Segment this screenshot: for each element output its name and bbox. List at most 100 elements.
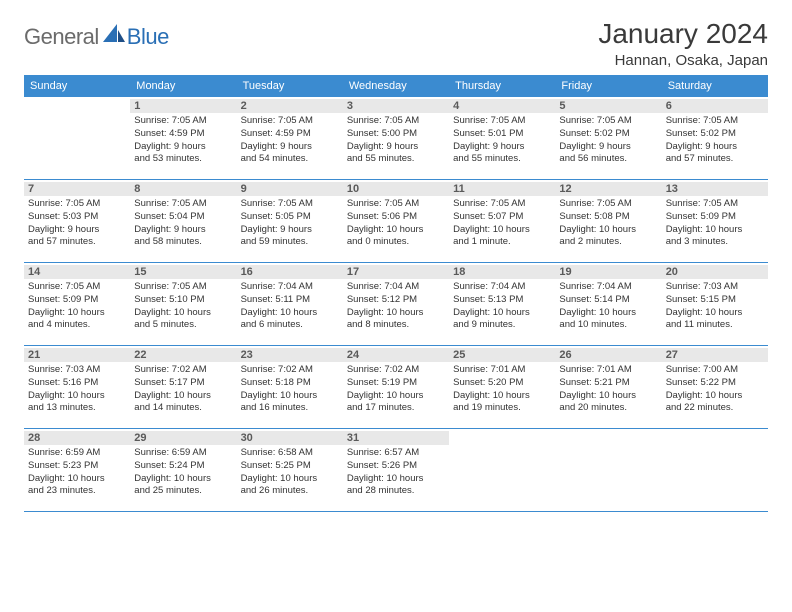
day-number: 11 (449, 182, 555, 196)
daylight2-text: and 23 minutes. (28, 485, 126, 498)
daylight1-text: Daylight: 10 hours (241, 473, 339, 486)
sunrise-text: Sunrise: 7:01 AM (559, 364, 657, 377)
day-details: Sunrise: 7:03 AMSunset: 5:16 PMDaylight:… (28, 364, 126, 415)
sunset-text: Sunset: 5:15 PM (666, 294, 764, 307)
day-details: Sunrise: 7:05 AMSunset: 4:59 PMDaylight:… (134, 115, 232, 166)
day-details: Sunrise: 7:05 AMSunset: 5:05 PMDaylight:… (241, 198, 339, 249)
day-number: 17 (343, 265, 449, 279)
day-number: 30 (237, 431, 343, 445)
daylight2-text: and 54 minutes. (241, 153, 339, 166)
sunrise-text: Sunrise: 6:58 AM (241, 447, 339, 460)
day-details: Sunrise: 7:02 AMSunset: 5:18 PMDaylight:… (241, 364, 339, 415)
daylight2-text: and 59 minutes. (241, 236, 339, 249)
daylight2-text: and 22 minutes. (666, 402, 764, 415)
sunset-text: Sunset: 5:08 PM (559, 211, 657, 224)
day-details: Sunrise: 7:05 AMSunset: 5:09 PMDaylight:… (666, 198, 764, 249)
sunset-text: Sunset: 5:12 PM (347, 294, 445, 307)
day-details: Sunrise: 7:05 AMSunset: 5:02 PMDaylight:… (666, 115, 764, 166)
day-cell: 17 Sunrise: 7:04 AMSunset: 5:12 PMDayligh… (343, 263, 449, 345)
day-cell: 3Sunrise: 7:05 AMSunset: 5:00 PMDaylight… (343, 97, 449, 179)
day-cell: 6Sunrise: 7:05 AMSunset: 5:02 PMDaylight… (662, 97, 768, 179)
daylight1-text: Daylight: 9 hours (134, 141, 232, 154)
sunset-text: Sunset: 5:20 PM (453, 377, 551, 390)
sunset-text: Sunset: 5:06 PM (347, 211, 445, 224)
day-cell (662, 429, 768, 511)
sunrise-text: Sunrise: 7:05 AM (134, 115, 232, 128)
day-cell: 22Sunrise: 7:02 AMSunset: 5:17 PMDayligh… (130, 346, 236, 428)
day-number: 7 (24, 182, 130, 196)
daylight2-text: and 8 minutes. (347, 319, 445, 332)
daylight1-text: Daylight: 9 hours (666, 141, 764, 154)
week-row: 1Sunrise: 7:05 AMSunset: 4:59 PMDaylight… (24, 97, 768, 180)
sunset-text: Sunset: 5:13 PM (453, 294, 551, 307)
day-cell: 12Sunrise: 7:05 AMSunset: 5:08 PMDayligh… (555, 180, 661, 262)
brand-sail-icon (103, 24, 125, 42)
daylight1-text: Daylight: 10 hours (347, 307, 445, 320)
daylight1-text: Daylight: 10 hours (134, 390, 232, 403)
day-cell: 13Sunrise: 7:05 AMSunset: 5:09 PMDayligh… (662, 180, 768, 262)
daylight2-text: and 53 minutes. (134, 153, 232, 166)
sunset-text: Sunset: 5:02 PM (666, 128, 764, 141)
sunrise-text: Sunrise: 7:04 AM (347, 281, 445, 294)
daylight2-text: and 0 minutes. (347, 236, 445, 249)
month-title: January 2024 (598, 18, 768, 50)
day-cell: 25Sunrise: 7:01 AMSunset: 5:20 PMDayligh… (449, 346, 555, 428)
day-cell: 24Sunrise: 7:02 AMSunset: 5:19 PMDayligh… (343, 346, 449, 428)
day-number: 31 (343, 431, 449, 445)
day-number: 29 (130, 431, 236, 445)
daylight1-text: Daylight: 9 hours (241, 141, 339, 154)
day-number: 28 (24, 431, 130, 445)
day-cell: 11 Sunrise: 7:05 AMSunset: 5:07 PMDayligh… (449, 180, 555, 262)
sunrise-text: Sunrise: 7:04 AM (241, 281, 339, 294)
day-number: 27 (662, 348, 768, 362)
day-details: Sunrise: 7:05 AMSunset: 5:03 PMDaylight:… (28, 198, 126, 249)
daylight2-text: and 55 minutes. (453, 153, 551, 166)
daylight2-text: and 26 minutes. (241, 485, 339, 498)
weekday-label: Thursday (449, 75, 555, 97)
daylight2-text: and 1 minute. (453, 236, 551, 249)
weekday-label: Wednesday (343, 75, 449, 97)
daylight2-text: and 4 minutes. (28, 319, 126, 332)
sunset-text: Sunset: 5:02 PM (559, 128, 657, 141)
sunset-text: Sunset: 5:26 PM (347, 460, 445, 473)
day-details: Sunrise: 7:05 AMSunset: 4:59 PMDaylight:… (241, 115, 339, 166)
day-number: 18 (449, 265, 555, 279)
day-number: 19 (555, 265, 661, 279)
daylight2-text: and 6 minutes. (241, 319, 339, 332)
sunrise-text: Sunrise: 7:02 AM (347, 364, 445, 377)
sunrise-text: Sunrise: 6:57 AM (347, 447, 445, 460)
daylight1-text: Daylight: 10 hours (347, 390, 445, 403)
day-number (555, 431, 661, 433)
week-row: 21Sunrise: 7:03 AMSunset: 5:16 PMDayligh… (24, 346, 768, 429)
weekday-label: Sunday (24, 75, 130, 97)
daylight1-text: Daylight: 10 hours (28, 307, 126, 320)
sunrise-text: Sunrise: 7:04 AM (559, 281, 657, 294)
weekday-label: Friday (555, 75, 661, 97)
day-details: Sunrise: 7:04 AMSunset: 5:12 PMDaylight:… (347, 281, 445, 332)
day-cell: 1Sunrise: 7:05 AMSunset: 4:59 PMDaylight… (130, 97, 236, 179)
sunrise-text: Sunrise: 7:02 AM (134, 364, 232, 377)
daylight1-text: Daylight: 10 hours (347, 473, 445, 486)
weekday-label: Tuesday (237, 75, 343, 97)
day-details: Sunrise: 7:05 AMSunset: 5:00 PMDaylight:… (347, 115, 445, 166)
day-cell: 27Sunrise: 7:00 AMSunset: 5:22 PMDayligh… (662, 346, 768, 428)
sunset-text: Sunset: 5:23 PM (28, 460, 126, 473)
sunset-text: Sunset: 5:22 PM (666, 377, 764, 390)
daylight2-text: and 56 minutes. (559, 153, 657, 166)
daylight1-text: Daylight: 9 hours (559, 141, 657, 154)
daylight2-text: and 2 minutes. (559, 236, 657, 249)
sunset-text: Sunset: 5:03 PM (28, 211, 126, 224)
sunrise-text: Sunrise: 7:05 AM (453, 115, 551, 128)
day-cell: 30Sunrise: 6:58 AMSunset: 5:25 PMDayligh… (237, 429, 343, 511)
day-details: Sunrise: 7:05 AMSunset: 5:08 PMDaylight:… (559, 198, 657, 249)
day-cell: 4Sunrise: 7:05 AMSunset: 5:01 PMDaylight… (449, 97, 555, 179)
daylight1-text: Daylight: 10 hours (241, 390, 339, 403)
day-details: Sunrise: 7:05 AMSunset: 5:07 PMDaylight:… (453, 198, 551, 249)
sunrise-text: Sunrise: 7:00 AM (666, 364, 764, 377)
day-number (449, 431, 555, 433)
daylight1-text: Daylight: 10 hours (28, 390, 126, 403)
sunset-text: Sunset: 5:19 PM (347, 377, 445, 390)
sunrise-text: Sunrise: 7:05 AM (134, 198, 232, 211)
day-number: 14 (24, 265, 130, 279)
day-number: 20 (662, 265, 768, 279)
